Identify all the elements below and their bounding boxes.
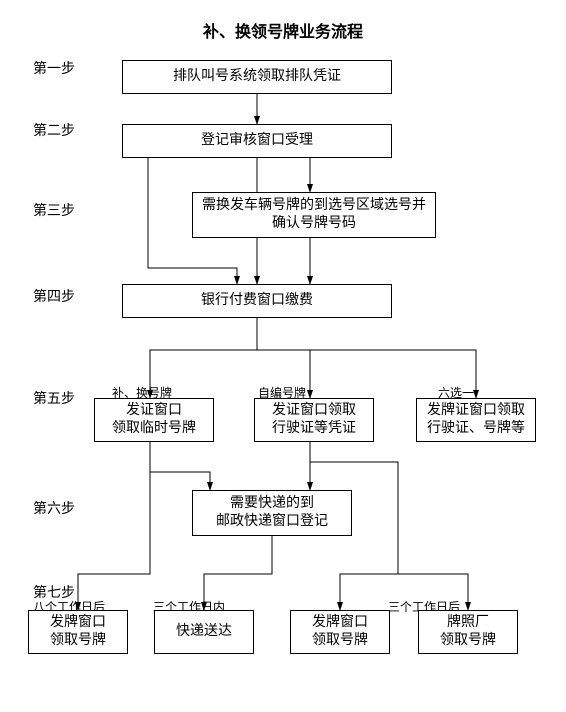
flow-node-n4: 银行付费窗口缴费: [122, 284, 392, 318]
flow-node-n7a: 发牌窗口 领取号牌: [28, 610, 128, 654]
flow-node-n5b: 发证窗口领取 行驶证等凭证: [254, 398, 374, 442]
flow-node-n5c: 发牌证窗口领取 行驶证、号牌等: [416, 398, 536, 442]
step-label: 第二步: [33, 120, 75, 140]
flow-node-n2: 登记审核窗口受理: [122, 124, 392, 158]
step-label: 第五步: [33, 388, 75, 408]
flow-node-n3: 需换发车辆号牌的到选号区域选号并 确认号牌号码: [192, 192, 436, 238]
flow-node-n5a: 发证窗口 领取临时号牌: [94, 398, 214, 442]
step-label: 第一步: [33, 58, 75, 78]
step-label: 第四步: [33, 286, 75, 306]
page-title: 补、换领号牌业务流程: [0, 18, 566, 42]
step-label: 第三步: [33, 200, 75, 220]
flow-node-n1: 排队叫号系统领取排队凭证: [122, 60, 392, 94]
flow-node-n7b: 快递送达: [154, 610, 254, 654]
flow-node-n6: 需要快递的到 邮政快递窗口登记: [192, 490, 352, 536]
step-label: 第六步: [33, 498, 75, 518]
flow-node-n7c: 发牌窗口 领取号牌: [290, 610, 390, 654]
flow-node-n7d: 牌照厂 领取号牌: [418, 610, 518, 654]
